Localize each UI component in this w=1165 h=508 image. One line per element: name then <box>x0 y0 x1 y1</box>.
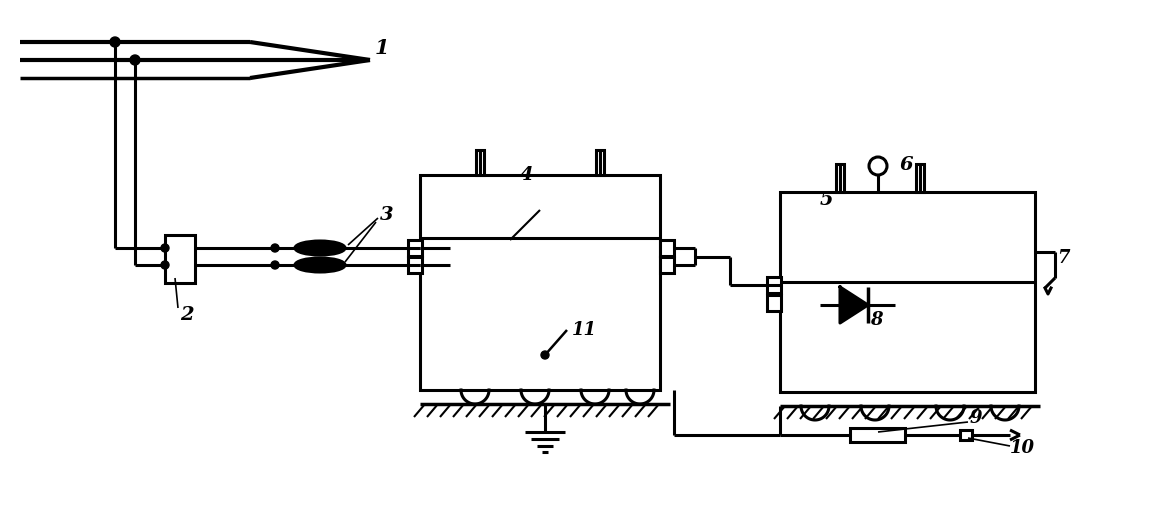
Text: 9: 9 <box>970 409 982 427</box>
Ellipse shape <box>295 258 345 272</box>
Polygon shape <box>840 287 868 323</box>
Bar <box>661 257 675 273</box>
Circle shape <box>541 351 549 359</box>
Bar <box>596 150 603 175</box>
Circle shape <box>130 55 140 65</box>
Text: 8: 8 <box>870 311 883 329</box>
Text: 11: 11 <box>572 321 596 339</box>
Text: 1: 1 <box>375 38 389 58</box>
Circle shape <box>110 37 120 47</box>
Bar <box>850 428 905 442</box>
Bar <box>661 240 675 256</box>
Bar <box>781 192 1035 392</box>
Bar <box>960 430 972 440</box>
Bar <box>165 235 195 283</box>
Circle shape <box>161 244 169 252</box>
Text: 3: 3 <box>380 206 394 224</box>
Bar <box>916 164 924 192</box>
Circle shape <box>161 261 169 269</box>
Text: 6: 6 <box>901 156 913 174</box>
Ellipse shape <box>295 241 345 255</box>
Text: 7: 7 <box>1057 249 1069 267</box>
Circle shape <box>271 261 278 269</box>
Circle shape <box>869 157 887 175</box>
Text: 5: 5 <box>820 191 834 209</box>
Bar <box>408 257 422 273</box>
Bar <box>767 277 781 293</box>
Bar <box>767 295 781 311</box>
Circle shape <box>271 244 278 252</box>
Bar <box>408 240 422 256</box>
Text: 2: 2 <box>181 306 193 324</box>
Bar <box>836 164 843 192</box>
Bar <box>421 175 661 390</box>
Text: 10: 10 <box>1010 439 1035 457</box>
Bar <box>476 150 483 175</box>
Text: 4: 4 <box>520 166 534 184</box>
